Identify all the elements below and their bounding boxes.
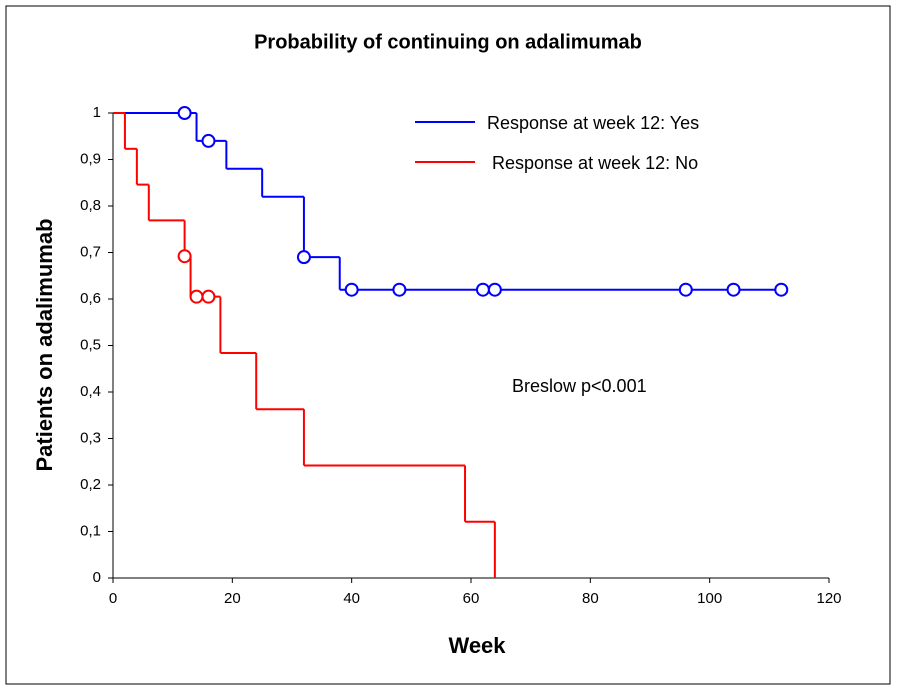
x-tick-label: 120 <box>816 590 841 607</box>
y-tick-label: 0,6 <box>80 290 101 307</box>
annotation: Breslow p<0.001 <box>512 376 647 396</box>
y-tick-label: 0,4 <box>80 383 101 400</box>
legend-label: Response at week 12: Yes <box>487 113 699 133</box>
y-tick-label: 1 <box>93 104 101 121</box>
censor-marker <box>726 282 741 297</box>
censor-marker <box>678 282 693 297</box>
censor-marker <box>201 289 216 304</box>
y-axis-label: Patients on adalimumab <box>32 218 57 471</box>
censor-marker <box>189 289 204 304</box>
censor-marker <box>296 250 311 265</box>
y-tick-label: 0,3 <box>80 429 101 446</box>
x-tick-label: 20 <box>224 590 241 607</box>
censor-marker <box>201 133 216 148</box>
legend-label: Response at week 12: No <box>492 153 698 173</box>
censor-marker <box>177 106 192 120</box>
censor-marker <box>774 282 789 297</box>
y-tick-label: 0 <box>93 569 101 586</box>
censor-marker <box>475 282 490 297</box>
censor-marker <box>487 282 502 297</box>
x-tick-label: 60 <box>463 590 480 607</box>
y-tick-label: 0,7 <box>80 243 101 260</box>
x-axis-label: Week <box>448 633 506 658</box>
y-tick-label: 0,5 <box>80 336 101 353</box>
censor-marker <box>392 282 407 297</box>
censor-marker <box>344 282 359 297</box>
y-tick-label: 0,1 <box>80 522 101 539</box>
y-tick-label: 0,2 <box>80 476 101 493</box>
frame <box>5 5 891 685</box>
x-tick-label: 100 <box>697 590 722 607</box>
x-tick-label: 80 <box>582 590 599 607</box>
x-tick-label: 40 <box>343 590 360 607</box>
y-tick-label: 0,9 <box>80 150 101 167</box>
chart-title: Probability of continuing on adalimumab <box>254 31 642 53</box>
y-tick-label: 0,8 <box>80 197 101 214</box>
x-tick-label: 0 <box>109 590 117 607</box>
censor-marker <box>177 249 192 264</box>
